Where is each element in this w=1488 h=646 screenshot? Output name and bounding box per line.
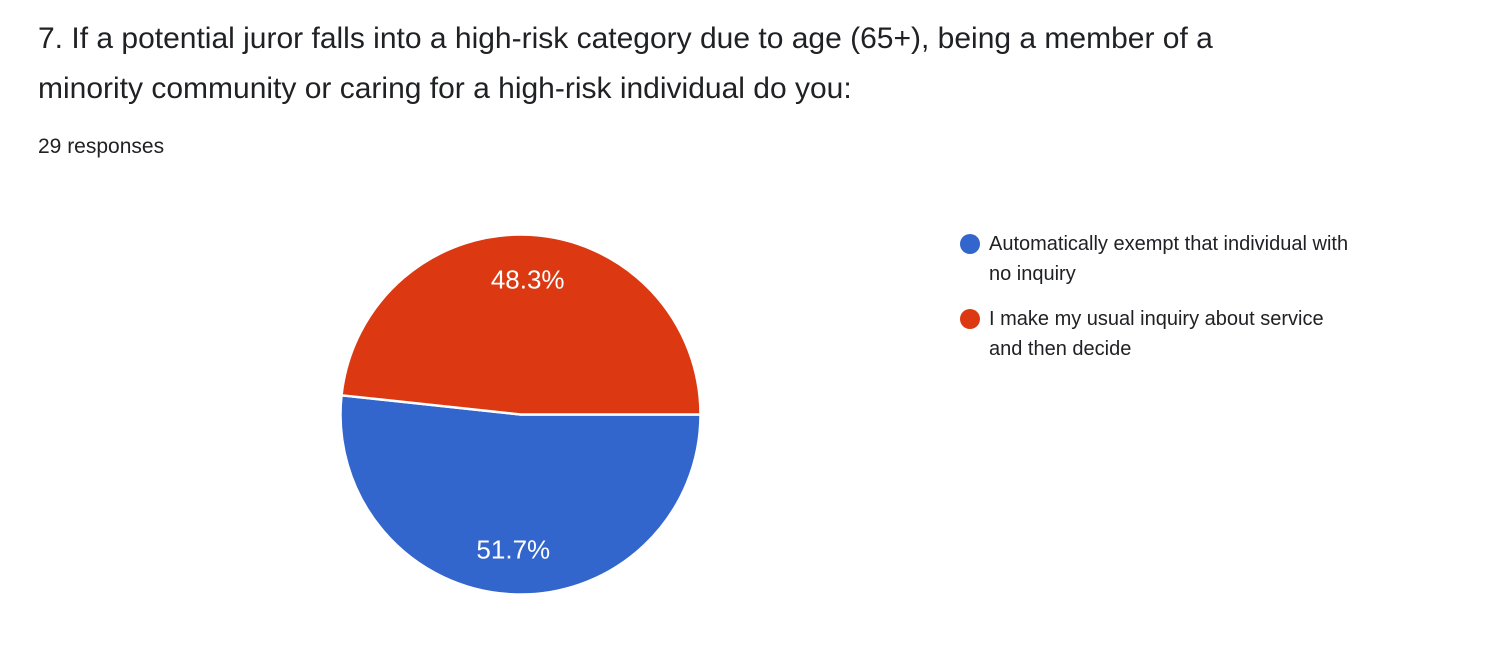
legend-dot-icon bbox=[960, 309, 980, 329]
question-title: 7. If a potential juror falls into a hig… bbox=[38, 22, 1213, 105]
pie-slice-label: 48.3% bbox=[491, 265, 565, 295]
chart-legend: Automatically exempt that individual wit… bbox=[960, 229, 1430, 379]
pie-chart[interactable]: 51.7% 48.3% bbox=[330, 224, 711, 605]
legend-item: Automatically exempt that individual wit… bbox=[960, 229, 1430, 289]
legend-item-label: Automatically exempt that individual wit… bbox=[989, 233, 1349, 285]
pie-slice[interactable] bbox=[339, 394, 702, 596]
pie-slice[interactable] bbox=[340, 233, 702, 416]
responses-count: 29 responses bbox=[38, 135, 165, 158]
pie-slice-label: 51.7% bbox=[476, 534, 550, 564]
legend-item-label: I make my usual inquiry about service an… bbox=[989, 308, 1324, 360]
legend-item: I make my usual inquiry about service an… bbox=[960, 304, 1430, 364]
legend-dot-icon bbox=[960, 234, 980, 254]
